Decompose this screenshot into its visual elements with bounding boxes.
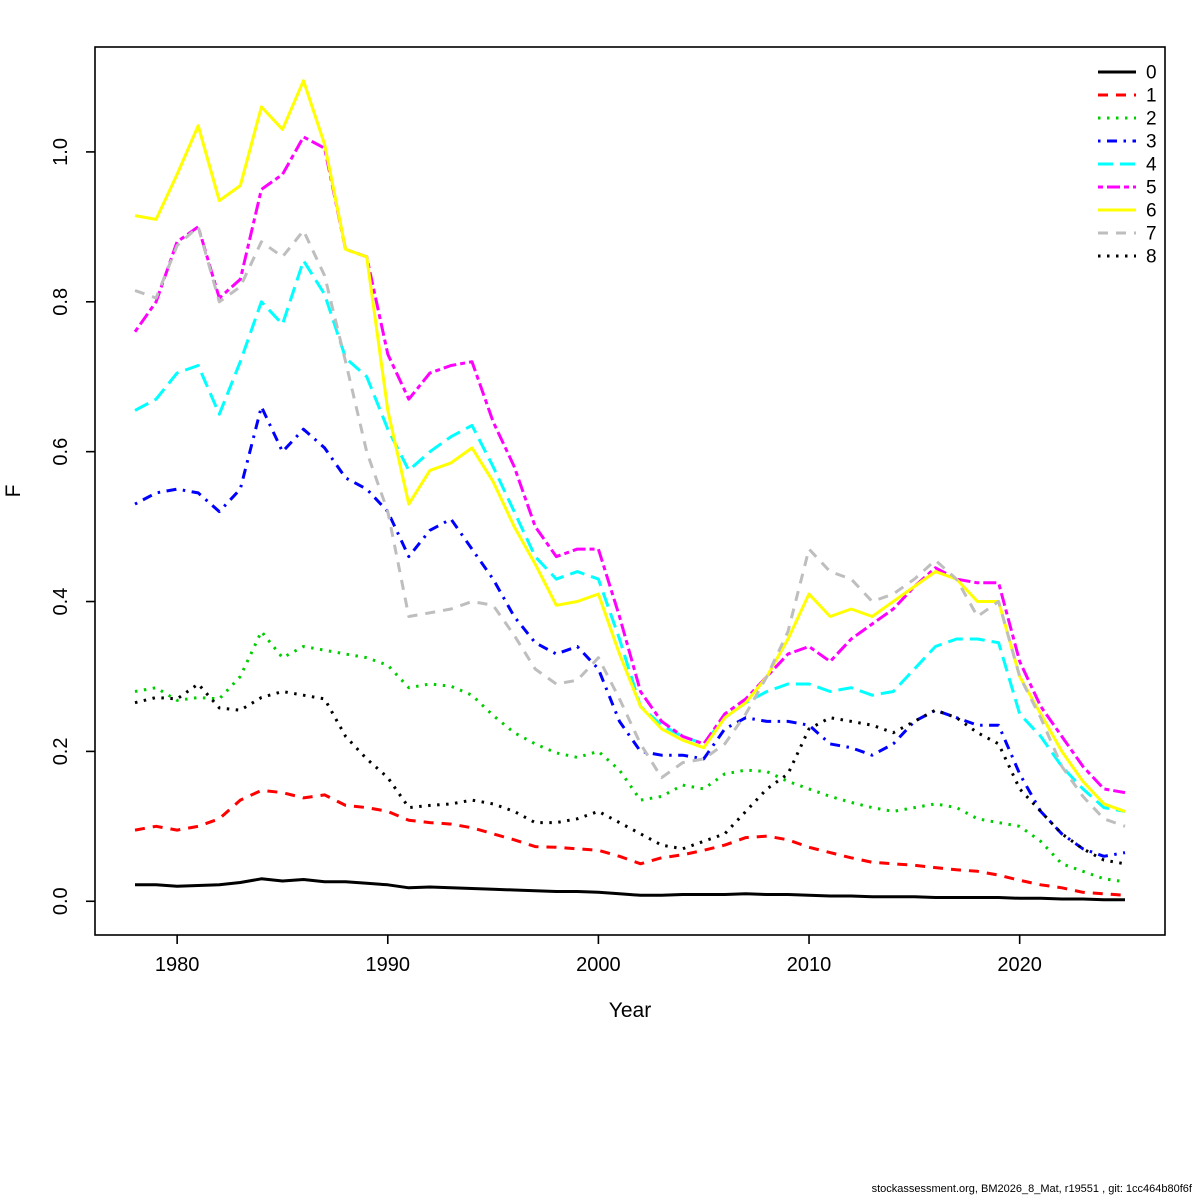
plot-box (94, 46, 1166, 936)
legend-item-age-5: 5 (1098, 178, 1157, 199)
x-tick-label: 1980 (155, 954, 200, 976)
legend-item-age-3: 3 (1098, 132, 1157, 153)
y-tick-label: 0.0 (50, 887, 72, 915)
y-tick-label: 0.6 (50, 438, 72, 466)
legend-item-age-0: 0 (1098, 63, 1157, 84)
x-tick-label: 2020 (997, 954, 1042, 976)
y-tick-label: 0.2 (50, 737, 72, 765)
y-tick-label: 1.0 (50, 138, 72, 166)
series-line-age-5 (133, 135, 1126, 795)
x-tick-label: 2000 (576, 954, 621, 976)
legend-label: 7 (1146, 224, 1157, 245)
legend-label: 2 (1146, 109, 1157, 130)
series-line-age-2 (134, 630, 1126, 884)
legend-item-age-2: 2 (1098, 109, 1157, 130)
legend-label: 0 (1146, 63, 1157, 84)
series-line-age-6 (134, 79, 1126, 813)
legend-label: 8 (1146, 247, 1157, 268)
legend-label: 5 (1146, 178, 1157, 199)
x-axis-title: Year (609, 999, 651, 1022)
legend-label: 3 (1146, 132, 1157, 153)
legend-item-age-6: 6 (1098, 201, 1157, 222)
series-line-age-7 (134, 225, 1126, 828)
series-line-age-0 (135, 877, 1125, 902)
y-tick-label: 0.8 (50, 288, 72, 316)
legend-item-age-7: 7 (1098, 224, 1157, 245)
series-line-age-4 (134, 259, 1126, 813)
y-tick-label: 0.4 (50, 588, 72, 616)
legend-item-age-1: 1 (1098, 86, 1157, 107)
y-axis-title: F (2, 485, 25, 498)
series-line-age-3 (134, 405, 1126, 858)
legend-item-age-8: 8 (1098, 247, 1157, 268)
legend-label: 6 (1146, 201, 1157, 222)
legend-label: 4 (1146, 155, 1157, 176)
series-line-age-1 (134, 788, 1126, 897)
x-tick-label: 1990 (366, 954, 411, 976)
series-line-age-8 (134, 682, 1126, 866)
axes: 1980 1990 2000 2010 2020 0.0 0.2 0.4 0.6 0.8 1.0 Ye… (2, 46, 1166, 1022)
footer-attribution: stockassessment.org, BM2026_8_Mat, r1955… (871, 1183, 1192, 1195)
series-lines (133, 79, 1126, 902)
x-tick-label: 2010 (787, 954, 832, 976)
legend-item-age-4: 4 (1098, 155, 1157, 176)
legend-label: 1 (1146, 86, 1157, 107)
